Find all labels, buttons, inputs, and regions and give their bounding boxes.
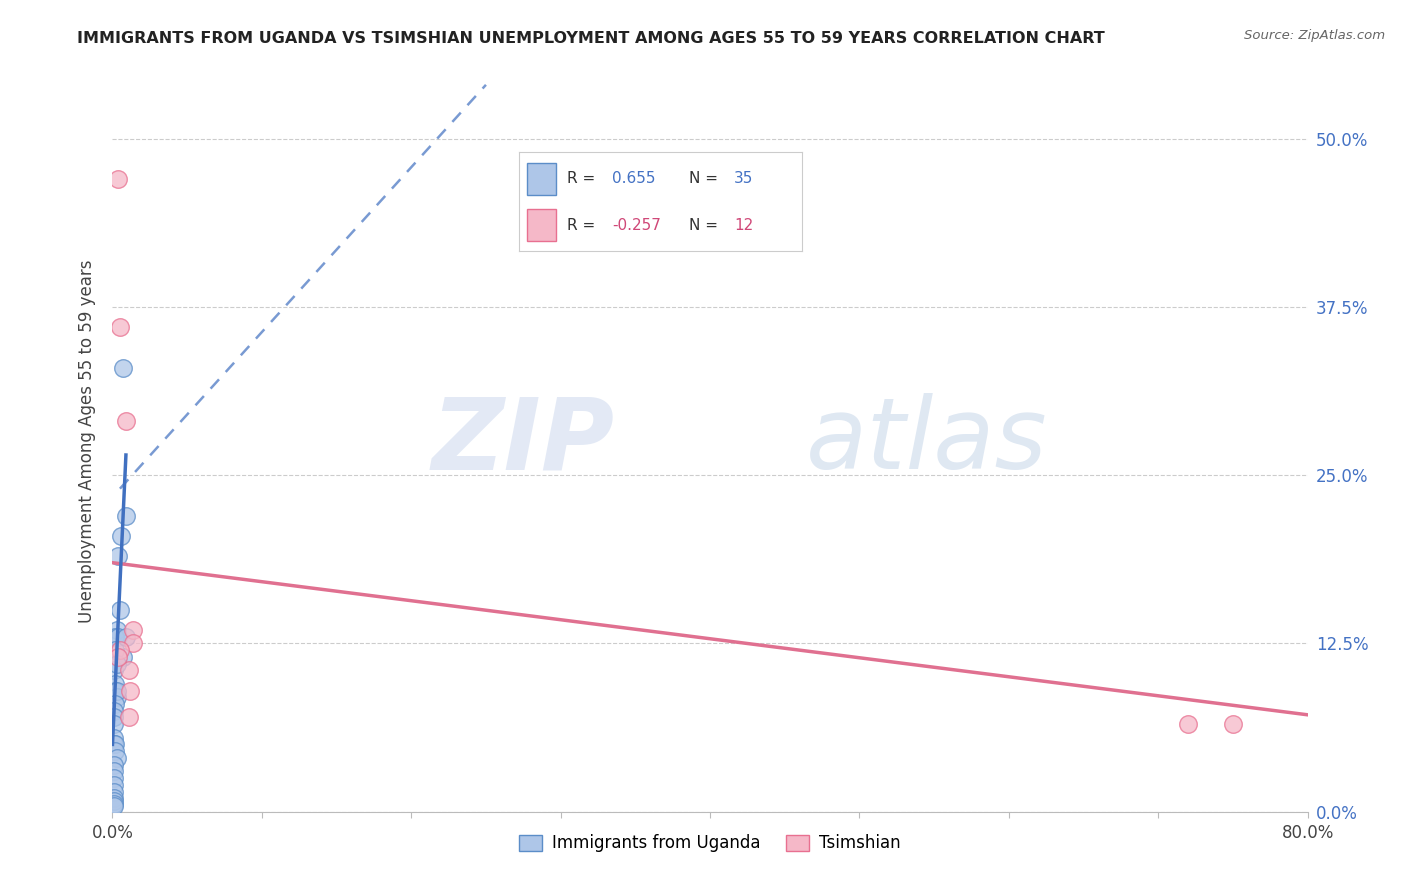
Point	[115, 414, 138, 428]
Point	[108, 320, 131, 334]
Point	[107, 630, 129, 644]
Text: ZIP: ZIP	[432, 393, 614, 490]
Point	[118, 710, 141, 724]
Point	[107, 649, 129, 664]
Point	[104, 697, 127, 711]
Point	[103, 664, 125, 678]
FancyBboxPatch shape	[527, 210, 555, 242]
Point	[104, 744, 127, 758]
Text: 12: 12	[734, 218, 754, 233]
Text: atlas: atlas	[806, 393, 1047, 490]
Point	[103, 791, 125, 805]
Point	[105, 623, 128, 637]
Text: N =: N =	[689, 218, 718, 233]
Point	[122, 636, 145, 650]
Point	[105, 683, 128, 698]
Point	[103, 778, 125, 792]
Text: -0.257: -0.257	[613, 218, 661, 233]
Point	[105, 690, 128, 705]
Text: 0.655: 0.655	[613, 171, 657, 186]
Point	[103, 794, 125, 808]
Legend: Immigrants from Uganda, Tsimshian: Immigrants from Uganda, Tsimshian	[512, 828, 908, 859]
Point	[1222, 717, 1244, 731]
Point	[105, 751, 128, 765]
Text: 35: 35	[734, 171, 754, 186]
Point	[103, 757, 125, 772]
Point	[103, 717, 125, 731]
Point	[108, 603, 131, 617]
Point	[103, 764, 125, 779]
Text: IMMIGRANTS FROM UGANDA VS TSIMSHIAN UNEMPLOYMENT AMONG AGES 55 TO 59 YEARS CORRE: IMMIGRANTS FROM UGANDA VS TSIMSHIAN UNEM…	[77, 31, 1105, 46]
Point	[103, 797, 125, 811]
Text: R =: R =	[567, 171, 595, 186]
FancyBboxPatch shape	[527, 162, 555, 194]
Point	[115, 508, 138, 523]
Point	[122, 623, 145, 637]
Point	[115, 630, 138, 644]
Point	[103, 731, 125, 745]
Point	[111, 649, 134, 664]
Point	[111, 360, 134, 375]
Point	[107, 172, 129, 186]
Point	[103, 799, 125, 814]
Point	[104, 630, 127, 644]
Point	[103, 704, 125, 718]
Point	[110, 529, 132, 543]
Point	[105, 657, 128, 671]
Point	[120, 683, 142, 698]
Point	[103, 738, 125, 752]
Point	[104, 738, 127, 752]
Text: R =: R =	[567, 218, 595, 233]
Y-axis label: Unemployment Among Ages 55 to 59 years: Unemployment Among Ages 55 to 59 years	[77, 260, 96, 624]
Point	[104, 677, 127, 691]
Point	[103, 771, 125, 785]
Point	[103, 710, 125, 724]
Text: N =: N =	[689, 171, 718, 186]
Point	[1177, 717, 1199, 731]
Text: Source: ZipAtlas.com: Source: ZipAtlas.com	[1244, 29, 1385, 43]
Point	[104, 643, 127, 657]
Point	[118, 664, 141, 678]
Point	[107, 549, 129, 563]
Point	[108, 643, 131, 657]
Point	[103, 784, 125, 798]
Point	[104, 683, 127, 698]
